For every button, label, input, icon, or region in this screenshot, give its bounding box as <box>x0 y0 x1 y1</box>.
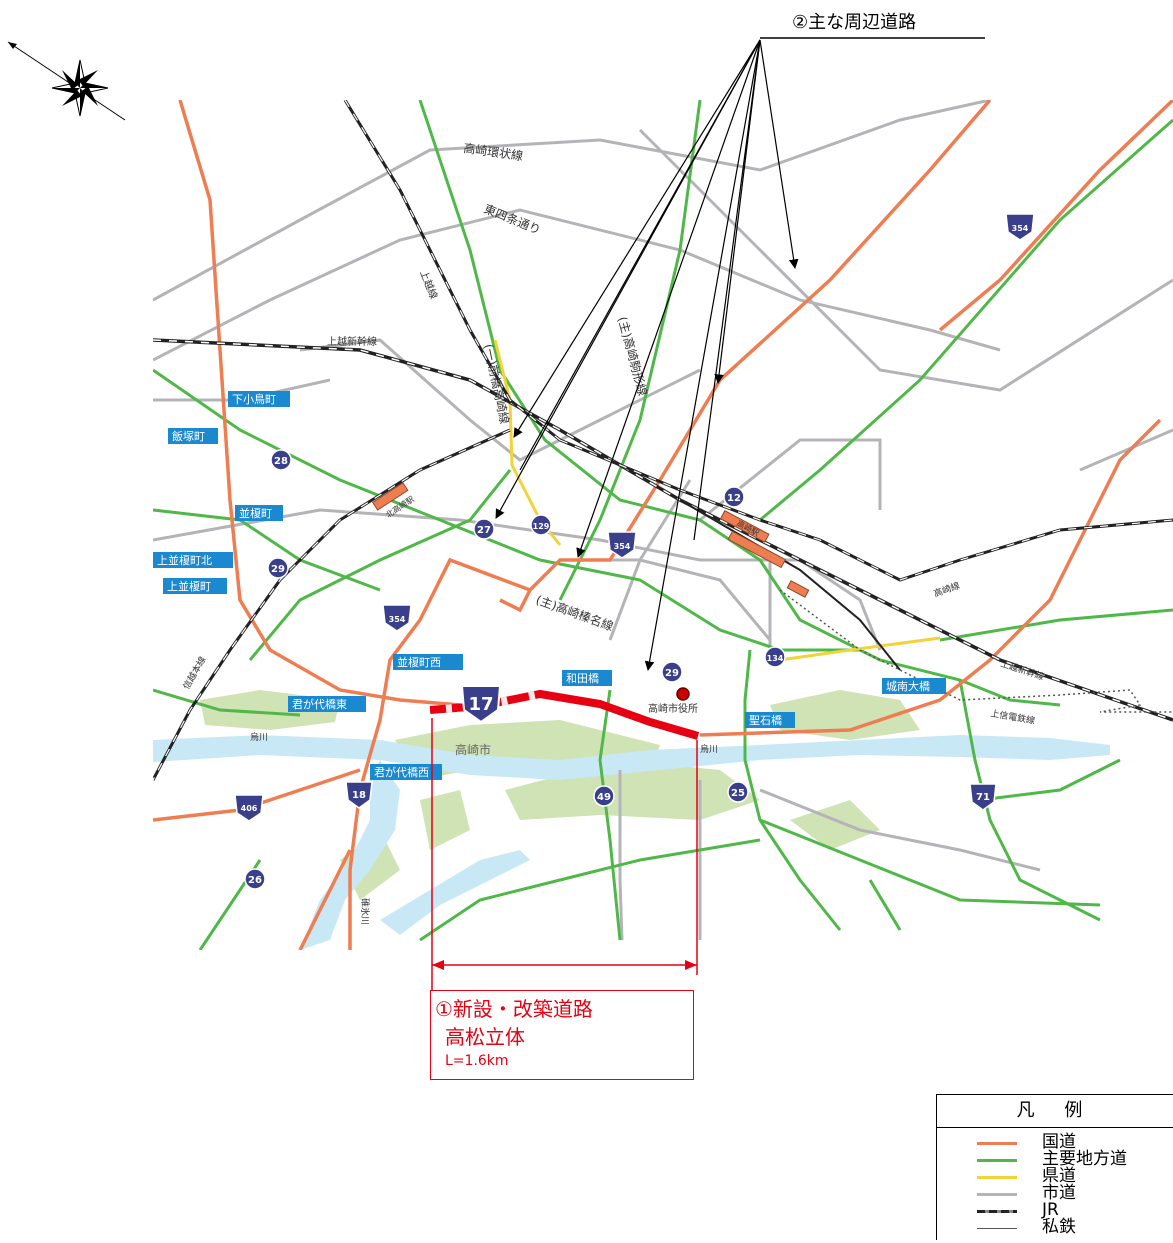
route-12-shield: 12 <box>723 486 745 508</box>
route-406-shield: 406 <box>234 794 264 822</box>
label-shinkansen-east: 上越新幹線 <box>999 657 1046 682</box>
route-354-shield: 354 <box>607 531 637 559</box>
route-25-shield: 25 <box>727 781 749 803</box>
new-road-info-box: ①新設・改築道路 高松立体 L=1.6km <box>430 990 694 1080</box>
label-city-name: 高崎市 <box>455 742 491 757</box>
svg-text:354: 354 <box>1012 224 1029 233</box>
city-roads <box>153 100 1173 941</box>
svg-text:並榎町西: 並榎町西 <box>397 655 441 669</box>
legend-item-private: 私鉄 <box>937 1219 1173 1236</box>
place-sign: 並榎町西 <box>393 654 463 670</box>
legend-item-jr: JR <box>937 1202 1173 1219</box>
svg-text:上並榎町: 上並榎町 <box>167 579 211 593</box>
label-river-usui: 碓氷川 <box>359 898 371 925</box>
place-sign: 上並榎町北 <box>153 552 233 568</box>
surrounding-roads-title: ②主な周辺道路 <box>792 12 917 33</box>
svg-text:12: 12 <box>727 493 741 504</box>
route-49-shield: 49 <box>593 785 615 807</box>
svg-text:134: 134 <box>767 654 784 663</box>
label-higashishijo: 東四条通り <box>482 202 543 237</box>
green-areas <box>200 690 920 900</box>
svg-text:並榎町: 並榎町 <box>239 506 272 520</box>
svg-text:406: 406 <box>241 804 258 813</box>
section-extent <box>431 718 698 990</box>
place-sign: 上並榎町 <box>163 578 227 594</box>
svg-text:25: 25 <box>731 788 745 799</box>
svg-text:城南大橋: 城南大橋 <box>886 679 930 693</box>
new-road-label: ①新設・改築道路 <box>435 997 593 1021</box>
label-joetsu-line: 上越線 <box>417 268 440 301</box>
svg-text:君が代橋西: 君が代橋西 <box>374 765 429 779</box>
place-sign: 聖石橋 <box>745 712 795 728</box>
route-18-shield: 18 <box>345 781 373 809</box>
svg-text:354: 354 <box>389 615 406 624</box>
route-134-shield: 134 <box>764 646 786 668</box>
label-haruna-road: (主)高崎榛名線 <box>534 592 616 634</box>
legend-item-national: 国道 <box>937 1134 1173 1151</box>
label-city-hall: 高崎市役所 <box>648 702 698 715</box>
route-29-shield: 29 <box>661 661 683 683</box>
route-129-shield: 129 <box>530 514 552 536</box>
svg-text:29: 29 <box>271 564 285 575</box>
svg-text:飯塚町: 飯塚町 <box>172 429 205 443</box>
stations <box>372 482 810 598</box>
route-27-shield: 27 <box>473 518 495 540</box>
new-road-length: L=1.6km <box>445 1053 509 1069</box>
legend-item-prefectural: 県道 <box>937 1168 1173 1185</box>
svg-text:君が代橋東: 君が代橋東 <box>292 697 347 711</box>
route-354-shield: 354 <box>1005 213 1035 241</box>
svg-text:129: 129 <box>533 522 550 531</box>
compass-icon <box>7 41 126 121</box>
place-sign: 並榎町 <box>235 505 283 521</box>
callout-arrows <box>495 39 799 671</box>
place-sign: 飯塚町 <box>168 428 218 444</box>
place-sign: 君が代橋東 <box>288 696 366 712</box>
label-river-karasu: 烏川 <box>250 731 268 743</box>
route-354-shield: 354 <box>382 604 412 632</box>
place-sign: 下小鳥町 <box>228 391 290 407</box>
national-roads <box>153 100 1173 950</box>
rivers <box>153 735 1110 950</box>
route-71-shield: 71 <box>969 783 997 811</box>
place-sign: 和田橋 <box>562 670 612 686</box>
svg-text:17: 17 <box>468 694 493 715</box>
svg-text:26: 26 <box>248 875 262 886</box>
svg-text:49: 49 <box>597 792 611 803</box>
route-26-shield: 26 <box>244 868 266 890</box>
route-29-shield: 29 <box>267 557 289 579</box>
svg-text:71: 71 <box>976 792 990 803</box>
legend-item-main-local: 主要地方道 <box>937 1151 1173 1168</box>
place-sign: 城南大橋 <box>882 678 946 694</box>
svg-text:和田橋: 和田橋 <box>566 671 599 685</box>
city-hall-icon <box>676 687 690 701</box>
svg-text:18: 18 <box>352 790 366 801</box>
svg-text:聖石橋: 聖石橋 <box>749 713 782 727</box>
route-shields: 17 354 354 354 28 29 27 129 12 134 29 40… <box>234 213 1035 890</box>
label-komagata-road: (主)高崎駒形線 <box>615 315 651 397</box>
label-shinkansen: 上越新幹線 <box>327 335 377 348</box>
label-takasaki-line: 高崎線 <box>932 579 961 600</box>
svg-text:下小鳥町: 下小鳥町 <box>232 392 276 406</box>
svg-text:354: 354 <box>614 542 631 551</box>
svg-text:28: 28 <box>274 456 288 467</box>
route-28-shield: 28 <box>270 449 292 471</box>
svg-text:27: 27 <box>477 525 491 536</box>
label-river-karasu-east: 烏川 <box>700 743 718 755</box>
place-sign: 君が代橋西 <box>370 764 442 780</box>
label-joshin-line: 上信電鉄線 <box>989 707 1035 727</box>
jr-lines <box>153 100 1173 781</box>
legend-title: 凡 例 <box>937 1095 1173 1128</box>
map-area <box>153 100 1173 950</box>
svg-text:上並榎町北: 上並榎町北 <box>157 553 212 567</box>
new-road-name: 高松立体 <box>445 1025 525 1049</box>
route-17-shield: 17 <box>460 685 502 724</box>
legend-item-city: 市道 <box>937 1185 1173 1202</box>
svg-text:29: 29 <box>665 668 679 679</box>
map-legend: 凡 例 国道 主要地方道 県道 市道 JR 私鉄 <box>936 1094 1173 1240</box>
place-signs: 下小鳥町 飯塚町 並榎町 上並榎町北 上並榎町 並榎町西 君が代橋東 君が代橋西… <box>153 391 946 780</box>
